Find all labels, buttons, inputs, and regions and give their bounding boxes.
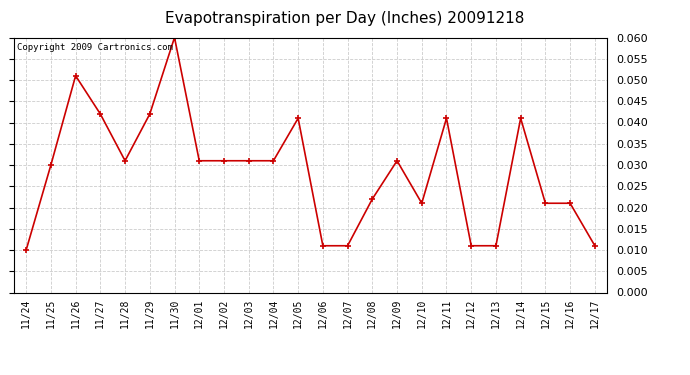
Text: Evapotranspiration per Day (Inches) 20091218: Evapotranspiration per Day (Inches) 2009… <box>166 11 524 26</box>
Text: Copyright 2009 Cartronics.com: Copyright 2009 Cartronics.com <box>17 43 172 52</box>
